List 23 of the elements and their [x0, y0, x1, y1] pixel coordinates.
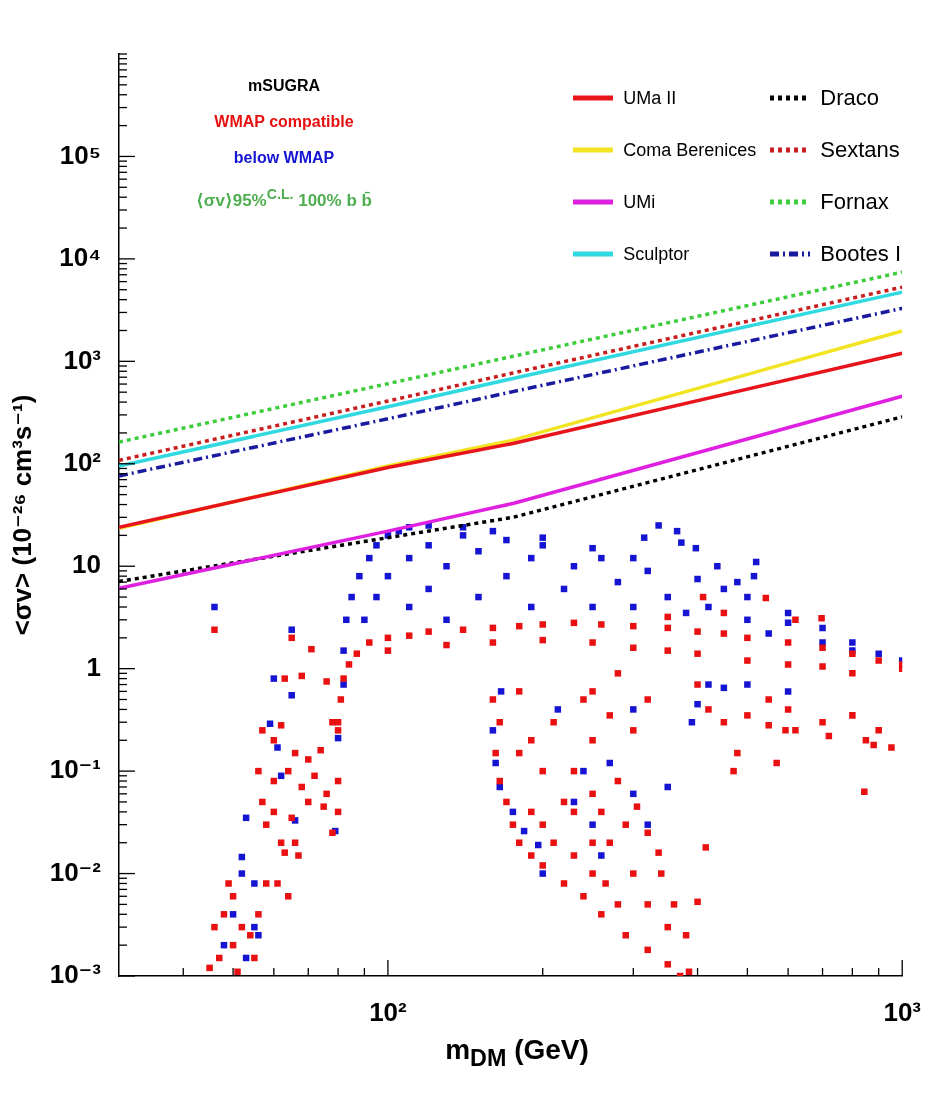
legend-label: Coma Berenices [623, 139, 757, 161]
legend-label: UMa II [623, 87, 677, 109]
y-tick-label: 10⁴ [59, 242, 101, 273]
y-tick-label: 10⁻¹ [49, 754, 101, 785]
y-tick-label: 10² [63, 446, 102, 477]
annotation: ⟨σv⟩95%$^{C.L.}$ 100% b b̄ [195, 185, 373, 212]
legend-label: Draco [820, 85, 879, 111]
legend-label: Bootes I [820, 241, 901, 267]
y-tick-label: 10⁻² [49, 856, 102, 887]
legend-label: UMi [623, 191, 656, 213]
y-tick-label: 1 [86, 651, 101, 682]
y-tick-label: 10⁻³ [49, 959, 102, 990]
y-tick-label: 10 [72, 549, 101, 580]
text: below WMAP [232, 148, 336, 168]
text: WMAP compatible [213, 112, 355, 132]
y-tick-label: 10³ [63, 344, 102, 375]
annotation: mSUGRA [247, 76, 321, 96]
y-axis-title: <σv> (10⁻²⁶ cm³s⁻¹) [6, 394, 37, 636]
legend-label: Sculptor [623, 243, 690, 265]
y-tick-label: 10⁵ [59, 139, 101, 170]
x-axis-title: m$_{DM}$ (GeV) [444, 1034, 590, 1072]
legend-label: Fornax [820, 189, 889, 215]
legend-label: Sextans [820, 137, 900, 163]
